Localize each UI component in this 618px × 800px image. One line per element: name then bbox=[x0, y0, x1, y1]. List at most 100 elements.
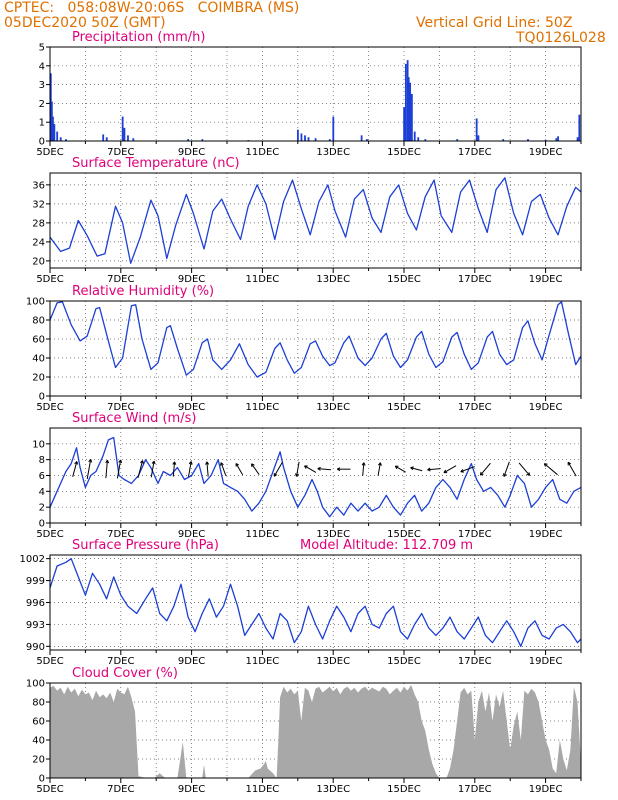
precip-bar bbox=[307, 137, 310, 141]
plot-frame bbox=[49, 427, 582, 524]
x-tick-label: 7DEC bbox=[107, 402, 134, 413]
x-tick-label: 9DEC bbox=[178, 402, 205, 413]
y-tick-label: 2 bbox=[39, 99, 45, 110]
wind-arrow bbox=[86, 459, 93, 480]
x-tick-label: 11DEC bbox=[246, 147, 280, 158]
wind-arrow bbox=[410, 466, 423, 472]
x-tick-label: 19DEC bbox=[529, 274, 563, 285]
precip-bar bbox=[53, 124, 56, 141]
x-tick-label: 11DEC bbox=[246, 784, 280, 795]
wind-arrow bbox=[273, 461, 283, 477]
y-tick-label: 100 bbox=[26, 679, 45, 690]
panel-title: Precipitation (mm/h) bbox=[72, 30, 205, 45]
x-tick-label: 7DEC bbox=[107, 147, 134, 158]
panel-title: Surface Pressure (hPa) bbox=[72, 538, 219, 553]
precip-bar bbox=[406, 60, 409, 141]
panel-precip: 0 1 2 3 4 5 5DEC 7DEC 9DEC 11DEC 13DEC 15DEC 17DEC 19… bbox=[36, 30, 582, 158]
x-tick-label: 13DEC bbox=[316, 402, 350, 413]
precip-bar bbox=[52, 116, 54, 141]
x-tick-label: 7DEC bbox=[107, 529, 134, 540]
y-tick-label: 4 bbox=[39, 487, 45, 498]
y-tick-label: 100 bbox=[26, 297, 45, 308]
precip-bar bbox=[557, 136, 559, 141]
precip-bar bbox=[424, 139, 427, 141]
y-tick-label: 0 bbox=[39, 774, 45, 785]
cloud-cover-area bbox=[50, 684, 581, 778]
y-tick-label: 4 bbox=[39, 61, 45, 72]
y-tick-label: 24 bbox=[32, 237, 45, 248]
x-tick-label: 15DEC bbox=[387, 147, 421, 158]
header-date: 05DEC2020 50Z (GMT) bbox=[4, 15, 166, 31]
x-tick-label: 13DEC bbox=[316, 147, 350, 158]
wind-arrow bbox=[220, 462, 227, 476]
precip-bar bbox=[527, 139, 529, 141]
wind-arrow bbox=[543, 463, 558, 476]
precip-bar bbox=[127, 135, 129, 141]
precip-bar bbox=[366, 139, 368, 141]
x-tick-label: 9DEC bbox=[178, 656, 205, 667]
x-tick-label: 17DEC bbox=[458, 656, 492, 667]
precip-bar bbox=[314, 138, 317, 141]
y-tick-label: 5 bbox=[39, 43, 45, 54]
precip-bar bbox=[132, 138, 135, 141]
x-tick-label: 15DEC bbox=[387, 656, 421, 667]
x-tick-label: 15DEC bbox=[387, 784, 421, 795]
x-tick-label: 5DEC bbox=[36, 274, 63, 285]
x-tick-label: 5DEC bbox=[36, 784, 63, 795]
x-tick-label: 19DEC bbox=[529, 529, 563, 540]
y-tick-label: 993 bbox=[26, 620, 45, 631]
panel-title: Relative Humidity (%) bbox=[72, 284, 214, 299]
y-tick-label: 36 bbox=[32, 180, 45, 191]
y-tick-label: 80 bbox=[32, 316, 45, 327]
y-tick-label: 990 bbox=[26, 642, 45, 653]
panel-pres: 990 993 996 999 1002 5DEC 7DEC 9DEC 11DEC 13DEC 15… bbox=[20, 538, 582, 667]
precip-bar bbox=[187, 139, 190, 141]
header-model-code: TQ0126L028 bbox=[516, 30, 606, 46]
x-tick-label: 15DEC bbox=[387, 529, 421, 540]
plot-frame bbox=[49, 172, 582, 269]
precip-bar bbox=[297, 129, 299, 141]
precip-bar bbox=[576, 137, 579, 141]
precip-bar bbox=[121, 116, 124, 141]
wind-arrow bbox=[72, 461, 79, 478]
x-tick-label: 5DEC bbox=[36, 656, 63, 667]
wind-arrow bbox=[105, 459, 110, 479]
precip-bar bbox=[475, 118, 478, 141]
x-tick-label: 9DEC bbox=[178, 147, 205, 158]
wind-arrow bbox=[460, 466, 475, 473]
y-tick-label: 0 bbox=[39, 392, 45, 403]
plot-frame bbox=[49, 554, 582, 651]
x-tick-label: 9DEC bbox=[178, 274, 205, 285]
precip-bar bbox=[123, 127, 126, 141]
x-tick-label: 7DEC bbox=[107, 656, 134, 667]
wind-arrow bbox=[205, 461, 210, 477]
wind-arrow bbox=[479, 462, 491, 476]
wind-arrow bbox=[377, 462, 382, 476]
wind-arrow bbox=[304, 465, 317, 473]
precip-bar bbox=[413, 131, 416, 141]
x-tick-label: 9DEC bbox=[178, 784, 205, 795]
y-tick-label: 1 bbox=[39, 118, 45, 129]
precip-bar bbox=[409, 82, 412, 141]
x-tick-label: 13DEC bbox=[316, 656, 350, 667]
x-tick-label: 11DEC bbox=[246, 274, 280, 285]
x-tick-label: 9DEC bbox=[178, 529, 205, 540]
y-tick-label: 40 bbox=[32, 736, 45, 747]
precip-bar bbox=[555, 138, 558, 141]
panel-wind: 0 2 4 6 8 10 5DEC 7DEC 9DEC 11DEC 13DEC 15DEC 17DEC 1… bbox=[32, 411, 582, 540]
x-tick-label: 15DEC bbox=[387, 274, 421, 285]
precip-bar bbox=[102, 134, 105, 141]
precip-bar bbox=[360, 135, 363, 141]
precip-bar bbox=[304, 135, 306, 141]
y-tick-label: 0 bbox=[39, 519, 45, 530]
precip-bar bbox=[332, 116, 335, 141]
panel-subtitle: Model Altitude: 112.709 m bbox=[300, 538, 473, 553]
plot-frame bbox=[49, 300, 582, 397]
precip-bar bbox=[477, 135, 480, 141]
y-tick-label: 996 bbox=[26, 598, 45, 609]
precip-bar bbox=[407, 77, 410, 141]
y-tick-label: 28 bbox=[32, 218, 45, 229]
x-tick-label: 11DEC bbox=[246, 656, 280, 667]
plot-frame bbox=[49, 46, 582, 142]
x-tick-label: 15DEC bbox=[387, 402, 421, 413]
